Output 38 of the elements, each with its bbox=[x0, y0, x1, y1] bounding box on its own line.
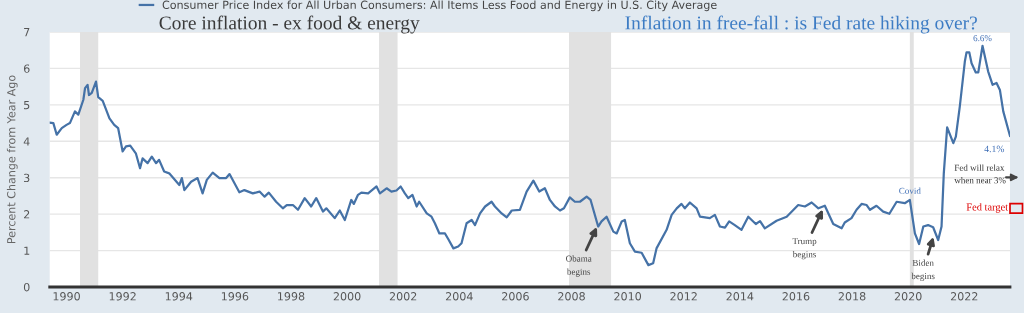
x-tick-label: 1992 bbox=[109, 292, 136, 301]
annotation: 4.1% bbox=[984, 145, 1005, 153]
x-tick-label: 1994 bbox=[165, 292, 193, 301]
x-tick-label: 1990 bbox=[53, 292, 80, 301]
x-tick-label: 2016 bbox=[782, 292, 810, 301]
x-tick-label: 2010 bbox=[614, 292, 642, 301]
x-tick-label: 1998 bbox=[278, 292, 305, 301]
x-tick-label: 2018 bbox=[838, 292, 866, 301]
line-series bbox=[49, 44, 1010, 267]
annotation: Biden begins bbox=[911, 259, 935, 281]
annotation: Obama begins bbox=[566, 255, 592, 277]
y-tick-label: 4 bbox=[23, 137, 30, 146]
annotation: Fed target bbox=[966, 203, 1009, 213]
x-tick-label: 2004 bbox=[445, 292, 473, 301]
y-tick-label: 7 bbox=[24, 28, 30, 37]
x-tick-label: 2022 bbox=[950, 292, 978, 301]
y-tick-label: 2 bbox=[24, 210, 30, 219]
chart-subtitle: Inflation in free-fall : is Fed rate hiking over? bbox=[625, 15, 977, 34]
legend-label: Consumer Price Index for All Urban Consumers: All Items Less Food and Energy in U.S. City Average bbox=[162, 0, 717, 12]
annotation: Trump begins bbox=[792, 238, 817, 260]
annotation: Fed will relax when near 3% bbox=[954, 164, 1006, 184]
y-axis-title: Percent Change from Year Ago bbox=[6, 75, 18, 244]
annotation: Covid bbox=[899, 187, 921, 194]
y-tick-label: 1 bbox=[24, 246, 30, 255]
y-tick-label: 0 bbox=[23, 282, 30, 292]
x-tick-label: 2014 bbox=[726, 292, 754, 301]
x-tick-label: 2012 bbox=[670, 292, 697, 301]
x-tick-label: 2008 bbox=[558, 292, 585, 301]
x-tick-label: 2006 bbox=[502, 292, 529, 301]
y-tick-label: 5 bbox=[24, 100, 30, 110]
x-tick-label: 2000 bbox=[333, 292, 361, 301]
x-tick-label: 2020 bbox=[894, 292, 922, 301]
y-tick-label: 6 bbox=[23, 64, 30, 73]
y-tick-label: 3 bbox=[24, 173, 30, 183]
x-tick-label: 2002 bbox=[389, 292, 417, 301]
chart-title: Core inflation - ex food & energy bbox=[159, 15, 420, 34]
annotation: 6.6% bbox=[973, 35, 992, 42]
x-tick-label: 1996 bbox=[221, 292, 249, 301]
